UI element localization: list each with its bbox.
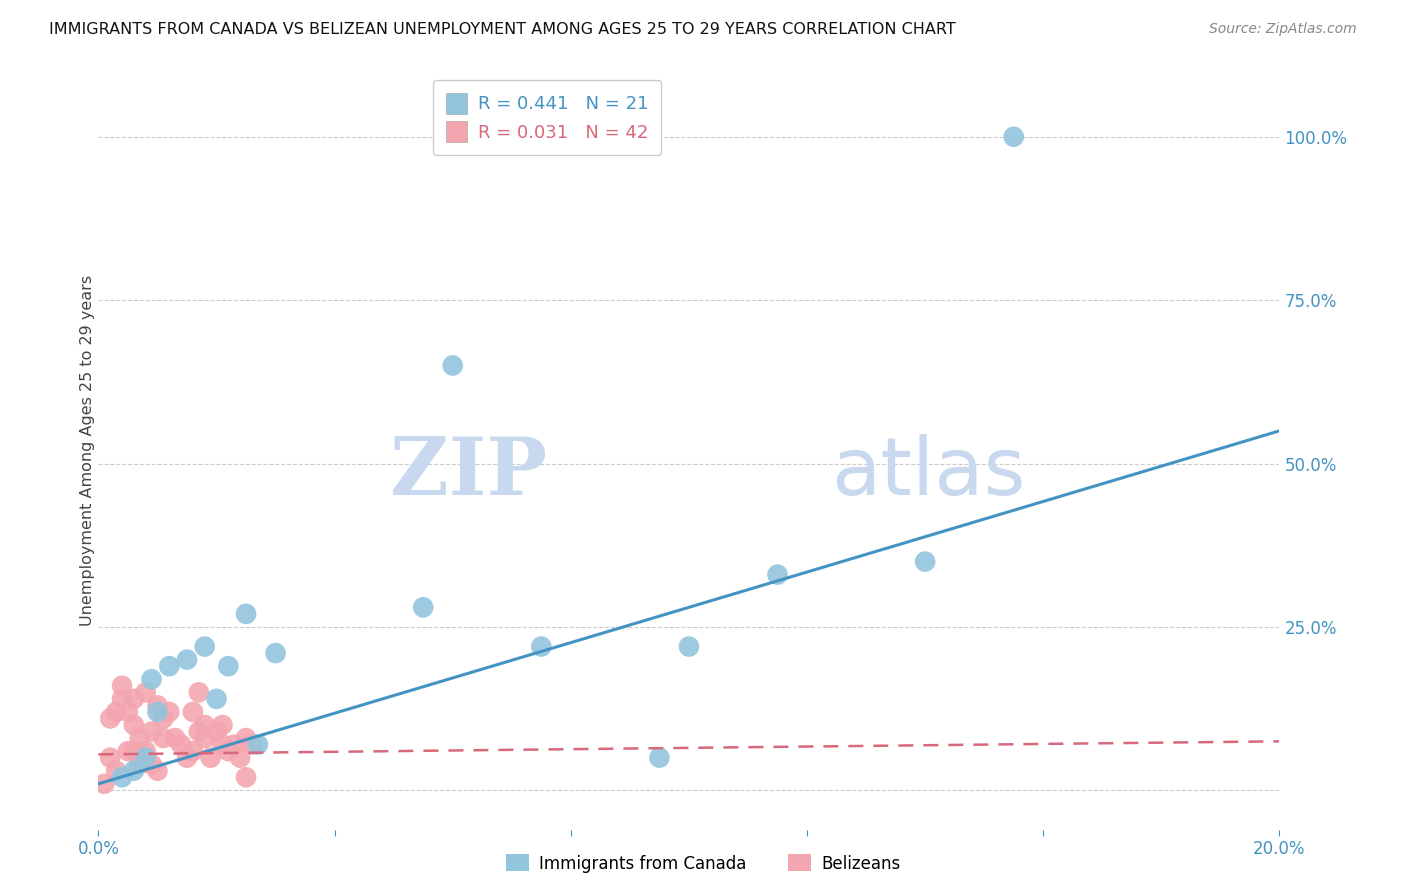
Point — [122, 744, 145, 758]
Point — [141, 757, 163, 772]
Point — [105, 705, 128, 719]
Point — [648, 750, 671, 764]
Point — [235, 607, 257, 621]
Point — [530, 640, 553, 654]
Point — [111, 679, 134, 693]
Point — [211, 718, 233, 732]
Point — [264, 646, 287, 660]
Point — [224, 738, 246, 752]
Point — [678, 640, 700, 654]
Point — [93, 777, 115, 791]
Point — [229, 750, 252, 764]
Point — [122, 764, 145, 778]
Point — [211, 738, 233, 752]
Legend: R = 0.441   N = 21, R = 0.031   N = 42: R = 0.441 N = 21, R = 0.031 N = 42 — [433, 80, 661, 154]
Point — [98, 711, 121, 725]
Point — [157, 659, 180, 673]
Point — [235, 731, 257, 745]
Point — [128, 731, 150, 745]
Point — [181, 705, 204, 719]
Point — [135, 685, 157, 699]
Point — [170, 738, 193, 752]
Point — [187, 724, 209, 739]
Point — [111, 770, 134, 784]
Point — [914, 555, 936, 569]
Point — [152, 711, 174, 725]
Point — [181, 744, 204, 758]
Point — [205, 724, 228, 739]
Text: IMMIGRANTS FROM CANADA VS BELIZEAN UNEMPLOYMENT AMONG AGES 25 TO 29 YEARS CORREL: IMMIGRANTS FROM CANADA VS BELIZEAN UNEMP… — [49, 22, 956, 37]
Point — [441, 359, 464, 373]
Point — [217, 659, 239, 673]
Point — [111, 691, 134, 706]
Legend: Immigrants from Canada, Belizeans: Immigrants from Canada, Belizeans — [499, 847, 907, 880]
Point — [146, 705, 169, 719]
Point — [117, 705, 139, 719]
Text: Source: ZipAtlas.com: Source: ZipAtlas.com — [1209, 22, 1357, 37]
Point — [187, 685, 209, 699]
Point — [766, 567, 789, 582]
Point — [240, 738, 263, 752]
Point — [141, 724, 163, 739]
Point — [146, 764, 169, 778]
Point — [122, 691, 145, 706]
Point — [194, 718, 217, 732]
Point — [235, 770, 257, 784]
Point — [412, 600, 434, 615]
Point — [176, 750, 198, 764]
Point — [165, 731, 187, 745]
Point — [246, 738, 269, 752]
Point — [152, 731, 174, 745]
Point — [205, 691, 228, 706]
Point — [135, 744, 157, 758]
Point — [217, 744, 239, 758]
Point — [117, 744, 139, 758]
Text: atlas: atlas — [831, 434, 1025, 512]
Point — [200, 750, 222, 764]
Point — [135, 750, 157, 764]
Y-axis label: Unemployment Among Ages 25 to 29 years: Unemployment Among Ages 25 to 29 years — [80, 275, 94, 626]
Point — [157, 705, 180, 719]
Point — [141, 672, 163, 686]
Point — [98, 750, 121, 764]
Point — [128, 757, 150, 772]
Point — [105, 764, 128, 778]
Point — [1002, 129, 1025, 144]
Text: ZIP: ZIP — [391, 434, 547, 512]
Point — [194, 731, 217, 745]
Point — [194, 640, 217, 654]
Point — [176, 652, 198, 666]
Point — [146, 698, 169, 713]
Point — [122, 718, 145, 732]
